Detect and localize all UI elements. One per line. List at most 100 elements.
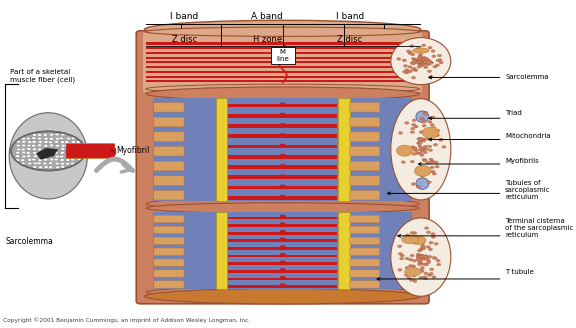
Circle shape bbox=[422, 256, 426, 258]
FancyBboxPatch shape bbox=[154, 259, 184, 266]
Circle shape bbox=[415, 240, 419, 242]
Bar bbox=[153, 212, 412, 289]
Circle shape bbox=[38, 141, 42, 143]
Circle shape bbox=[420, 175, 425, 177]
Circle shape bbox=[279, 102, 286, 106]
Circle shape bbox=[411, 68, 415, 71]
FancyBboxPatch shape bbox=[271, 48, 294, 64]
Circle shape bbox=[429, 273, 433, 275]
Circle shape bbox=[413, 280, 417, 282]
Circle shape bbox=[423, 145, 427, 148]
Circle shape bbox=[417, 137, 421, 140]
Circle shape bbox=[419, 269, 423, 272]
Circle shape bbox=[412, 123, 416, 126]
Bar bbox=[146, 80, 420, 82]
Circle shape bbox=[410, 254, 414, 257]
Circle shape bbox=[411, 265, 416, 267]
FancyBboxPatch shape bbox=[154, 132, 184, 141]
Circle shape bbox=[33, 162, 37, 165]
Ellipse shape bbox=[401, 235, 418, 244]
Circle shape bbox=[60, 152, 65, 154]
Circle shape bbox=[279, 253, 286, 257]
Circle shape bbox=[418, 140, 422, 143]
Bar bbox=[228, 165, 337, 169]
Circle shape bbox=[420, 254, 424, 257]
Circle shape bbox=[422, 130, 426, 133]
Circle shape bbox=[418, 61, 422, 63]
Circle shape bbox=[429, 241, 433, 244]
Text: I band: I band bbox=[170, 12, 199, 21]
Circle shape bbox=[32, 144, 36, 147]
Circle shape bbox=[417, 237, 421, 239]
Circle shape bbox=[70, 144, 74, 147]
Bar bbox=[228, 247, 337, 250]
Circle shape bbox=[16, 155, 20, 157]
Circle shape bbox=[427, 261, 431, 264]
Bar bbox=[146, 71, 420, 73]
Circle shape bbox=[413, 268, 417, 271]
Circle shape bbox=[422, 258, 426, 261]
Bar bbox=[143, 33, 422, 92]
Bar bbox=[146, 52, 420, 54]
Circle shape bbox=[38, 155, 42, 158]
Circle shape bbox=[430, 166, 434, 169]
Circle shape bbox=[420, 256, 425, 258]
Bar bbox=[146, 43, 420, 45]
Circle shape bbox=[423, 61, 427, 63]
Circle shape bbox=[412, 119, 416, 121]
Text: Part of a skeletal
muscle fiber (cell): Part of a skeletal muscle fiber (cell) bbox=[10, 69, 75, 83]
FancyBboxPatch shape bbox=[350, 176, 380, 185]
Circle shape bbox=[419, 276, 423, 279]
Circle shape bbox=[423, 151, 427, 154]
Circle shape bbox=[419, 258, 423, 260]
Circle shape bbox=[419, 137, 423, 140]
Circle shape bbox=[429, 158, 433, 161]
Circle shape bbox=[43, 162, 47, 165]
FancyBboxPatch shape bbox=[154, 237, 184, 244]
Circle shape bbox=[424, 256, 428, 259]
Circle shape bbox=[420, 242, 425, 244]
Circle shape bbox=[21, 144, 25, 147]
Circle shape bbox=[37, 162, 41, 165]
Circle shape bbox=[403, 71, 407, 73]
Circle shape bbox=[413, 147, 417, 150]
Bar bbox=[146, 47, 420, 49]
Ellipse shape bbox=[146, 203, 419, 214]
Circle shape bbox=[407, 151, 411, 153]
Text: Sarcolemma: Sarcolemma bbox=[505, 74, 549, 80]
Circle shape bbox=[404, 274, 408, 277]
Circle shape bbox=[16, 144, 20, 147]
Circle shape bbox=[71, 137, 75, 139]
Circle shape bbox=[66, 155, 71, 157]
Circle shape bbox=[71, 141, 75, 143]
Circle shape bbox=[28, 141, 32, 143]
Circle shape bbox=[416, 185, 420, 188]
Circle shape bbox=[421, 58, 425, 61]
Text: H zone: H zone bbox=[253, 35, 282, 44]
Circle shape bbox=[414, 69, 418, 72]
Circle shape bbox=[401, 161, 406, 163]
Circle shape bbox=[428, 46, 432, 49]
Circle shape bbox=[48, 141, 52, 144]
Circle shape bbox=[420, 147, 425, 150]
Bar bbox=[146, 66, 420, 68]
Bar bbox=[228, 285, 337, 288]
Ellipse shape bbox=[422, 127, 439, 138]
Circle shape bbox=[48, 152, 52, 154]
Circle shape bbox=[405, 122, 409, 124]
Ellipse shape bbox=[412, 48, 429, 53]
Circle shape bbox=[17, 148, 21, 151]
Circle shape bbox=[399, 132, 403, 134]
Circle shape bbox=[405, 72, 409, 74]
Circle shape bbox=[279, 230, 286, 234]
Circle shape bbox=[412, 275, 416, 277]
Circle shape bbox=[422, 256, 426, 259]
Circle shape bbox=[279, 154, 286, 158]
Circle shape bbox=[16, 152, 20, 154]
Circle shape bbox=[430, 124, 434, 126]
Circle shape bbox=[55, 137, 59, 140]
Circle shape bbox=[432, 173, 437, 175]
Circle shape bbox=[417, 60, 421, 63]
Circle shape bbox=[72, 151, 76, 154]
Circle shape bbox=[397, 58, 401, 60]
